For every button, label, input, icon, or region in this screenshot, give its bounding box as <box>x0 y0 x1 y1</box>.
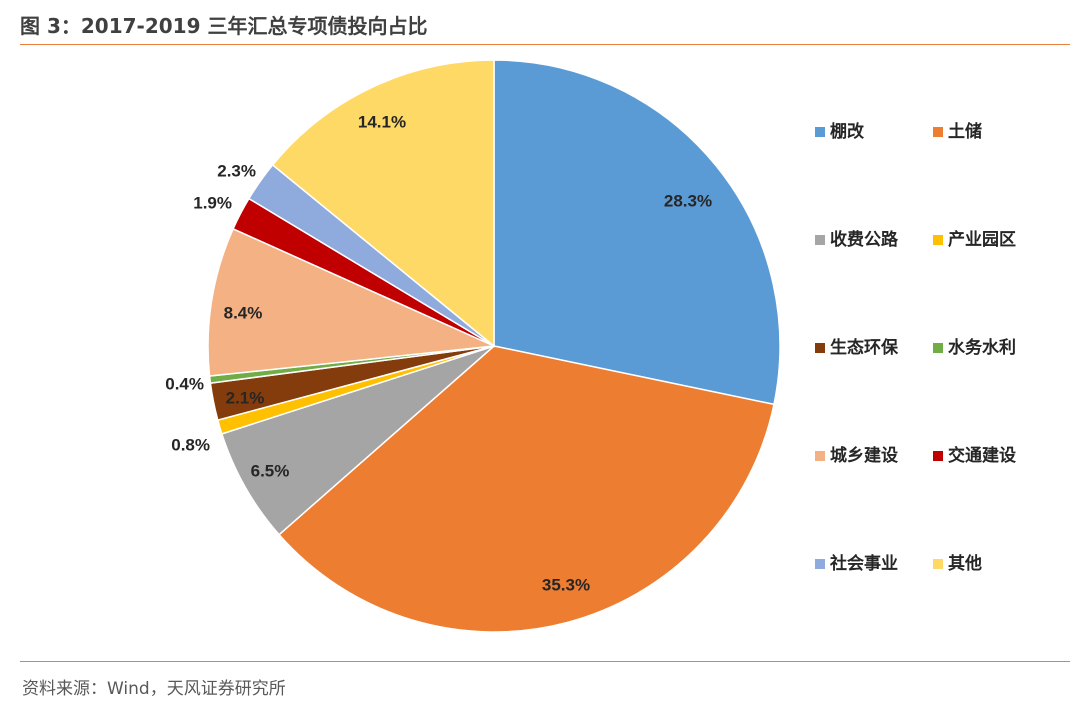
data-label-6: 0.4% <box>165 374 204 393</box>
legend-label-1: 棚改 <box>830 121 865 142</box>
data-label-5: 2.1% <box>226 388 265 407</box>
data-label-4: 0.8% <box>171 435 210 454</box>
legend-label-3: 收费公路 <box>830 229 899 250</box>
legend-swatch-2 <box>933 127 943 137</box>
data-label-7: 8.4% <box>224 303 263 322</box>
data-label-9: 2.3% <box>217 161 256 180</box>
legend-swatch-4 <box>933 235 943 245</box>
title-divider <box>20 44 1070 45</box>
legend-label-4: 产业园区 <box>948 229 1016 250</box>
legend-label-7: 城乡建设 <box>830 445 898 466</box>
legend-label-10: 其他 <box>948 553 982 574</box>
legend-swatch-9 <box>815 559 825 569</box>
data-label-3: 6.5% <box>251 461 290 480</box>
legend-label-5: 生态环保 <box>830 337 899 358</box>
data-label-2: 35.3% <box>542 575 590 594</box>
source-note: 资料来源：Wind，天风证券研究所 <box>22 679 286 699</box>
pie-data-labels: 28.3% 35.3% 6.5% 0.8% 2.1% 0.4% 8.4% 1.9% 2.3% 14… <box>165 112 712 594</box>
legend-swatch-5 <box>815 343 825 353</box>
data-label-8: 1.9% <box>193 193 232 212</box>
data-label-10: 14.1% <box>358 112 406 131</box>
legend-label-6: 水务水利 <box>948 337 1016 358</box>
chart-title: 图 3：2017-2019 三年汇总专项债投向占比 <box>20 14 428 38</box>
pie-slices <box>207 59 781 633</box>
pie-slice-1 <box>493 59 781 406</box>
legend-swatch-10 <box>933 559 943 569</box>
legend-label-8: 交通建设 <box>948 445 1016 466</box>
legend-label-2: 土储 <box>948 121 982 142</box>
legend-swatch-3 <box>815 235 825 245</box>
legend-swatch-6 <box>933 343 943 353</box>
legend-swatch-1 <box>815 127 825 137</box>
legend-swatch-7 <box>815 451 825 461</box>
legend-label-9: 社会事业 <box>829 553 898 574</box>
source-divider <box>20 661 1070 662</box>
pie-slice-2 <box>277 345 775 633</box>
pie-slice-10 <box>271 59 495 348</box>
pie-slice-3 <box>220 345 495 536</box>
pie-slice-7 <box>207 227 497 377</box>
legend-swatch-8 <box>933 451 943 461</box>
data-label-1: 28.3% <box>664 191 712 210</box>
